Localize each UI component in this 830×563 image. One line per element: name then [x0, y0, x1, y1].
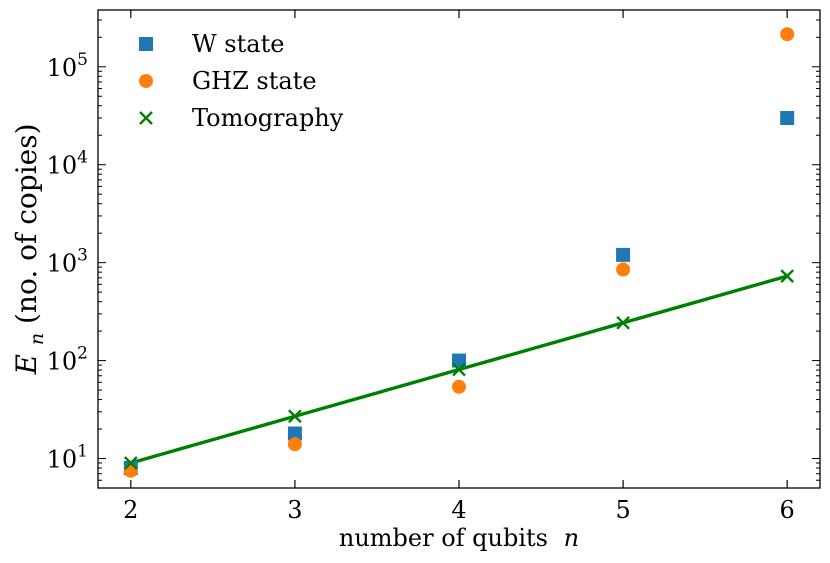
y-tick-base: 10 [47, 446, 78, 474]
y-tick-exp: 5 [77, 50, 88, 70]
data-point-tomography [288, 409, 302, 424]
y-tick-label: 101 [47, 442, 88, 474]
y-tick-label: 103 [47, 246, 88, 278]
x-marker-stroke [452, 362, 466, 377]
legend-entry: GHZ state [139, 67, 317, 95]
y-tick-exp: 2 [77, 344, 88, 364]
data-point-tomography [780, 269, 795, 283]
x-tick-label: 5 [615, 496, 630, 524]
legend: W state GHZ state Tomography [139, 30, 344, 132]
legend-entry: Tomography [139, 104, 344, 132]
y-tick-label: 102 [47, 344, 88, 376]
data-point-w-state [780, 110, 795, 125]
plot-content [123, 27, 795, 478]
legend-label: Tomography [192, 104, 344, 132]
x-tick-label: 6 [780, 496, 795, 524]
legend-marker [139, 74, 153, 88]
x-tick-label: 3 [287, 496, 302, 524]
legend-label: W state [192, 30, 284, 58]
data-point-tomography [452, 362, 466, 377]
x-marker-stroke [139, 111, 153, 125]
x-marker-stroke [780, 269, 795, 283]
x-marker-stroke [123, 456, 138, 470]
legend-marker [139, 111, 153, 125]
data-point-w-state [616, 247, 631, 262]
x-tick-label: 4 [451, 496, 466, 524]
data-point-w-state [287, 426, 302, 441]
data-point-ghz-state [287, 437, 302, 452]
x-marker-stroke [616, 315, 630, 330]
legend-label: GHZ state [192, 67, 317, 95]
x-axis-label-text: number of qubits [339, 524, 548, 552]
data-point-ghz-state [780, 27, 795, 42]
data-point-ghz-state [616, 262, 631, 277]
y-tick-base: 10 [47, 54, 78, 82]
y-axis-label-sub: n [26, 333, 48, 345]
data-point-tomography [123, 456, 138, 470]
data-point-tomography [616, 315, 630, 330]
y-tick-exp: 3 [77, 246, 88, 266]
y-tick-exp: 1 [77, 442, 88, 462]
y-axis-label-var: E [10, 354, 43, 375]
y-tick-base: 10 [47, 152, 78, 180]
x-axis-label: number of qubits n [339, 524, 579, 552]
data-point-ghz-state [123, 463, 138, 478]
x-marker-stroke [288, 409, 302, 424]
x-tick-label: 2 [123, 496, 138, 524]
y-tick-base: 10 [47, 250, 78, 278]
y-tick-label: 105 [47, 50, 88, 82]
y-tick-exp: 4 [77, 148, 88, 168]
x-axis-label-var: n [564, 524, 579, 552]
data-point-ghz-state [452, 379, 466, 394]
legend-marker [139, 37, 153, 51]
data-point-w-state [452, 353, 466, 368]
y-axis-label: E n (no. of copies) [10, 123, 50, 375]
y-tick-base: 10 [47, 348, 78, 376]
y-tick-label: 104 [47, 148, 88, 180]
y-axis-label-rest: (no. of copies) [10, 123, 43, 324]
legend-entry: W state [139, 30, 284, 58]
